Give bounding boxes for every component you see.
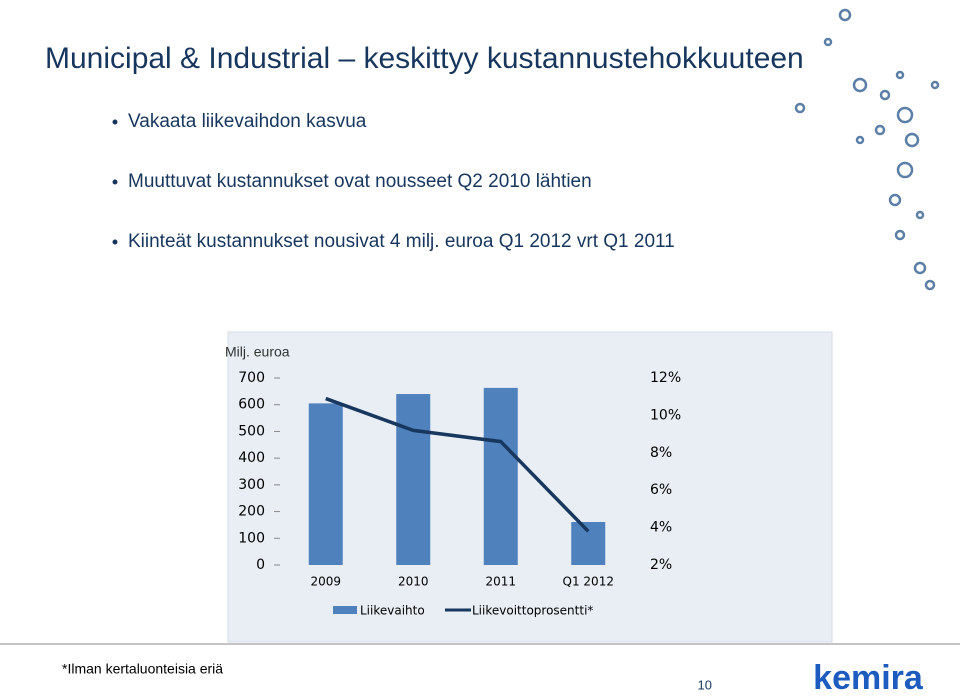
footer: [0, 644, 960, 696]
bullet-text: Kiinteät kustannukset nousivat 4 milj. e…: [128, 231, 675, 252]
legend-label: Liikevoittoprosentti*: [472, 604, 593, 618]
y-tick-label: 600: [238, 397, 265, 413]
y2-tick-label: 12%: [650, 370, 681, 386]
y-tick-label: 500: [238, 423, 265, 439]
y-tick-label: 200: [238, 504, 265, 520]
y2-tick-label: 10%: [650, 407, 681, 423]
y2-tick-label: 8%: [650, 445, 672, 461]
x-tick-label: 2010: [398, 575, 429, 589]
bullet-text: Vakaata liikevaihdon kasvua: [128, 111, 367, 132]
bar: [483, 387, 518, 565]
y-axis-label: Milj. euroa: [225, 344, 290, 360]
x-tick-label: 2009: [310, 575, 341, 589]
line: [325, 396, 590, 533]
legend-swatch: [333, 606, 357, 614]
bullet-dot: [112, 179, 118, 185]
footnote: *Ilman kertaluonteisia eriä: [62, 661, 223, 677]
x-tick-label: Q1 2012: [563, 575, 614, 589]
bullet-text: Muuttuvat kustannukset ovat nousseet Q2 …: [128, 171, 592, 192]
legend-label: Liikevaihto: [360, 604, 425, 618]
slide-title: Municipal & Industrial – keskittyy kusta…: [45, 42, 804, 75]
bullet-dot: [112, 239, 118, 245]
y2-tick-label: 6%: [650, 482, 672, 498]
bar: [308, 403, 343, 565]
bullet-dot: [112, 119, 118, 125]
y-tick-label: 0: [256, 557, 265, 573]
bar: [571, 521, 606, 565]
y-tick-label: 100: [238, 530, 265, 546]
bar: [396, 394, 431, 565]
y2-tick-label: 2%: [650, 557, 672, 573]
logo: kemira: [813, 659, 924, 696]
y-tick-label: 400: [238, 450, 265, 466]
water-drops: [794, 8, 940, 291]
x-tick-label: 2011: [485, 575, 516, 589]
y-tick-label: 700: [238, 370, 265, 386]
y2-tick-label: 4%: [650, 520, 672, 536]
page-number: 10: [698, 677, 712, 692]
y-tick-label: 300: [238, 477, 265, 493]
